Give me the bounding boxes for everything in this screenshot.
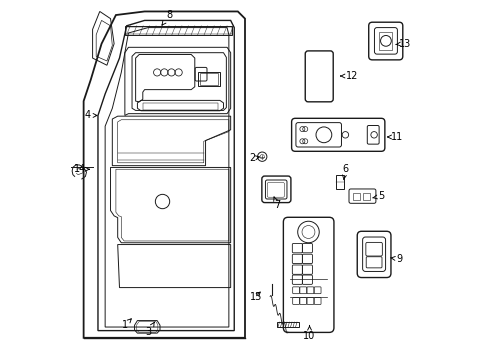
Text: 3: 3 — [145, 322, 154, 337]
Text: 11: 11 — [388, 132, 404, 142]
Text: 12: 12 — [341, 71, 359, 81]
Bar — [379, 32, 392, 50]
Text: 6: 6 — [343, 164, 348, 180]
Bar — [143, 103, 218, 111]
Bar — [353, 193, 360, 200]
Text: 13: 13 — [396, 39, 411, 49]
Text: 9: 9 — [391, 254, 402, 264]
Bar — [277, 322, 299, 327]
Text: 14: 14 — [74, 164, 89, 174]
Text: 15: 15 — [249, 292, 262, 302]
Text: 4: 4 — [84, 111, 97, 121]
Text: 10: 10 — [303, 325, 316, 341]
Bar — [364, 193, 370, 200]
Bar — [200, 73, 218, 85]
Bar — [125, 26, 232, 35]
Bar — [198, 72, 220, 86]
Bar — [336, 175, 343, 189]
Bar — [125, 27, 232, 34]
Text: 5: 5 — [372, 191, 384, 201]
Text: 1: 1 — [122, 319, 131, 330]
Text: 2: 2 — [249, 153, 259, 163]
Text: 7: 7 — [274, 197, 280, 210]
Text: 8: 8 — [162, 10, 173, 25]
